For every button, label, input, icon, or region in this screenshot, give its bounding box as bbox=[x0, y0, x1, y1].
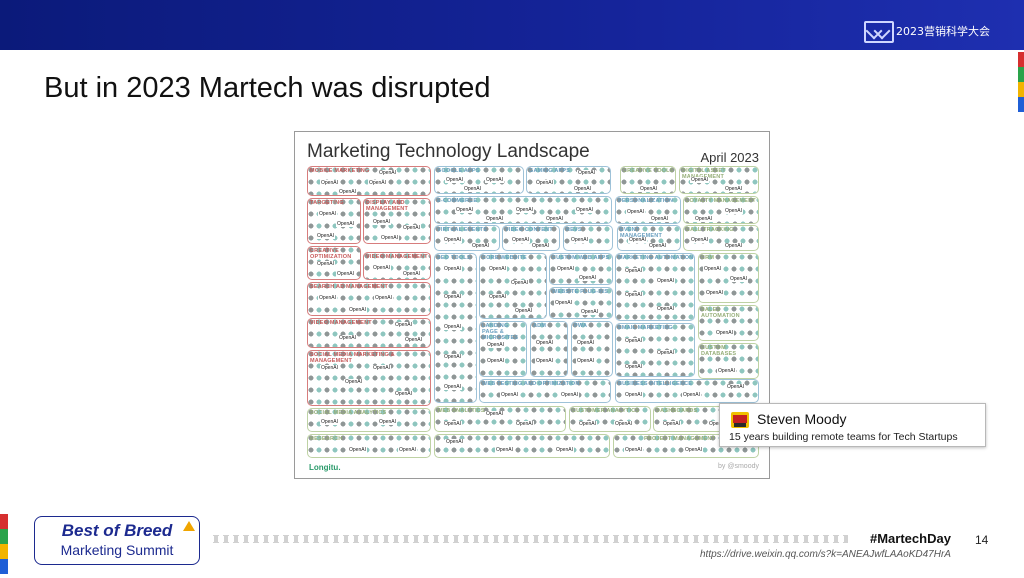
category-box: REVS OpenAI bbox=[563, 225, 613, 251]
logo-line1: Best of Breed bbox=[61, 521, 173, 540]
category-box: OpenAI OpenAI OpenAI bbox=[434, 434, 610, 458]
best-of-breed-logo: Best of Breed Marketing Summit bbox=[34, 516, 200, 565]
slide-title: But in 2023 Martech was disrupted bbox=[44, 72, 491, 104]
category-box: WEB TESTING AND OPTIMIZATION OpenAI Open… bbox=[479, 379, 611, 403]
category-box: CALL TRACKING OpenAI OpenAI bbox=[683, 225, 759, 251]
landscape-title: Marketing Technology Landscape bbox=[307, 141, 590, 162]
category-box: VIDEO MANAGEMENT OpenAI OpenAI bbox=[363, 252, 431, 280]
category-box: WEB ANALYTICS OpenAI OpenAI OpenAI bbox=[434, 406, 566, 432]
category-box: LOYALTY MANAGEMENT OpenAI OpenAI bbox=[683, 196, 759, 224]
category-box: RESEARCH OpenAI OpenAI bbox=[307, 434, 431, 458]
martech-landscape-image: Marketing Technology Landscape April 202… bbox=[294, 131, 770, 479]
category-box: CUSTOM WEB APPS OpenAI OpenAI bbox=[549, 253, 613, 285]
category-box: CRM OpenAI OpenAI OpenAI bbox=[698, 253, 759, 303]
category-box: SALES AUTOMATION OpenAI bbox=[698, 305, 759, 341]
avatar-icon bbox=[731, 412, 749, 428]
category-box: CORE WEBSITE OpenAI OpenAI OpenAI OpenAI bbox=[479, 253, 547, 319]
hashtag: #MartechDay bbox=[870, 531, 951, 546]
category-box: SEARCH AD MANAGEMENT OpenAI OpenAI OpenA… bbox=[307, 282, 431, 316]
category-box: TARGETING OpenAI OpenAI OpenAI bbox=[307, 198, 361, 244]
category-box: CREATIVE OPTIMIZATION OpenAI OpenAI bbox=[307, 246, 361, 280]
category-box: GOOGLE APPS OpenAI OpenAI OpenAI bbox=[434, 166, 524, 194]
longitu-logo: Longitu. bbox=[309, 463, 341, 472]
category-box: VIDEO CONTENT OpenAI OpenAI bbox=[502, 225, 560, 251]
category-box: ADM OpenAI OpenAI bbox=[530, 321, 568, 377]
speaker-name: Steven Moody bbox=[757, 411, 847, 427]
category-box: SEO TOOLS OpenAI OpenAI OpenAI OpenAI Op… bbox=[434, 253, 477, 403]
category-box: BUSINESS INTELLIGENCE OpenAI OpenAI Open… bbox=[615, 379, 759, 403]
speaker-tagline: 15 years building remote teams for Tech … bbox=[729, 431, 958, 443]
category-box: GAMING APPS OpenAI OpenAI OpenAI bbox=[526, 166, 611, 194]
category-box: SOCIAL MEDIA ANALYTICS OpenAI OpenAI bbox=[307, 408, 431, 432]
category-box: MARKETING AUTOMATION OpenAI OpenAI OpenA… bbox=[615, 253, 695, 321]
category-box: PWA OpenAI OpenAI bbox=[571, 321, 613, 377]
category-box: CUSTOM DATABASES OpenAI bbox=[698, 343, 759, 379]
category-box: SOCIAL MEDIA MARKETING & MANAGEMENT Open… bbox=[307, 350, 431, 406]
category-box: VIRTUAL EVENTS OpenAI OpenAI bbox=[434, 225, 500, 251]
category-box: VIDEO MANAGEMENT OpenAI OpenAI OpenAI bbox=[307, 318, 431, 348]
conference-name: 2023营销科学大会 bbox=[896, 25, 990, 38]
category-box: LANDING PAGE & MICROSITES OpenAI OpenAI bbox=[479, 321, 527, 377]
landscape-date: April 2023 bbox=[700, 150, 759, 165]
footer-divider bbox=[213, 535, 848, 543]
logo-mark-icon bbox=[183, 521, 195, 531]
speaker-name-card: Steven Moody 15 years building remote te… bbox=[719, 403, 986, 447]
category-box: PERSONALIZATION OpenAI OpenAI bbox=[615, 196, 681, 224]
category-box: WEBSITE PLUG-INS OpenAI OpenAI bbox=[549, 287, 613, 319]
category-box: E-COMMERCE OpenAI OpenAI OpenAI OpenAI O… bbox=[434, 196, 612, 224]
category-box: EVENT MANAGEMENT OpenAI OpenAI bbox=[617, 225, 681, 251]
category-box: DISPLAY AND MANAGEMENT OpenAI OpenAI Ope… bbox=[363, 198, 431, 244]
category-box: EMAIL MARKETING OpenAI OpenAI OpenAI bbox=[615, 323, 695, 377]
category-box: DIGITAL ASSET MANAGEMENT OpenAI OpenAI bbox=[679, 166, 759, 194]
logo-line2: Marketing Summit bbox=[60, 542, 174, 558]
category-box: CUSTOMER ANALYTICS OpenAI OpenAI bbox=[569, 406, 651, 432]
share-url[interactable]: https://drive.weixin.qq.com/s?k=ANEAJwfL… bbox=[700, 549, 951, 560]
category-box: MOBILE MARKETING OpenAI OpenAI OpenAI Op… bbox=[307, 166, 431, 196]
landscape-byline: by @smoody bbox=[718, 463, 759, 470]
page-number: 14 bbox=[975, 533, 989, 547]
mx-logo-icon bbox=[864, 21, 894, 43]
category-box: CREATIVE TOOLS OpenAI bbox=[620, 166, 676, 194]
header-bar: 2023营销科学大会 bbox=[0, 0, 1024, 50]
